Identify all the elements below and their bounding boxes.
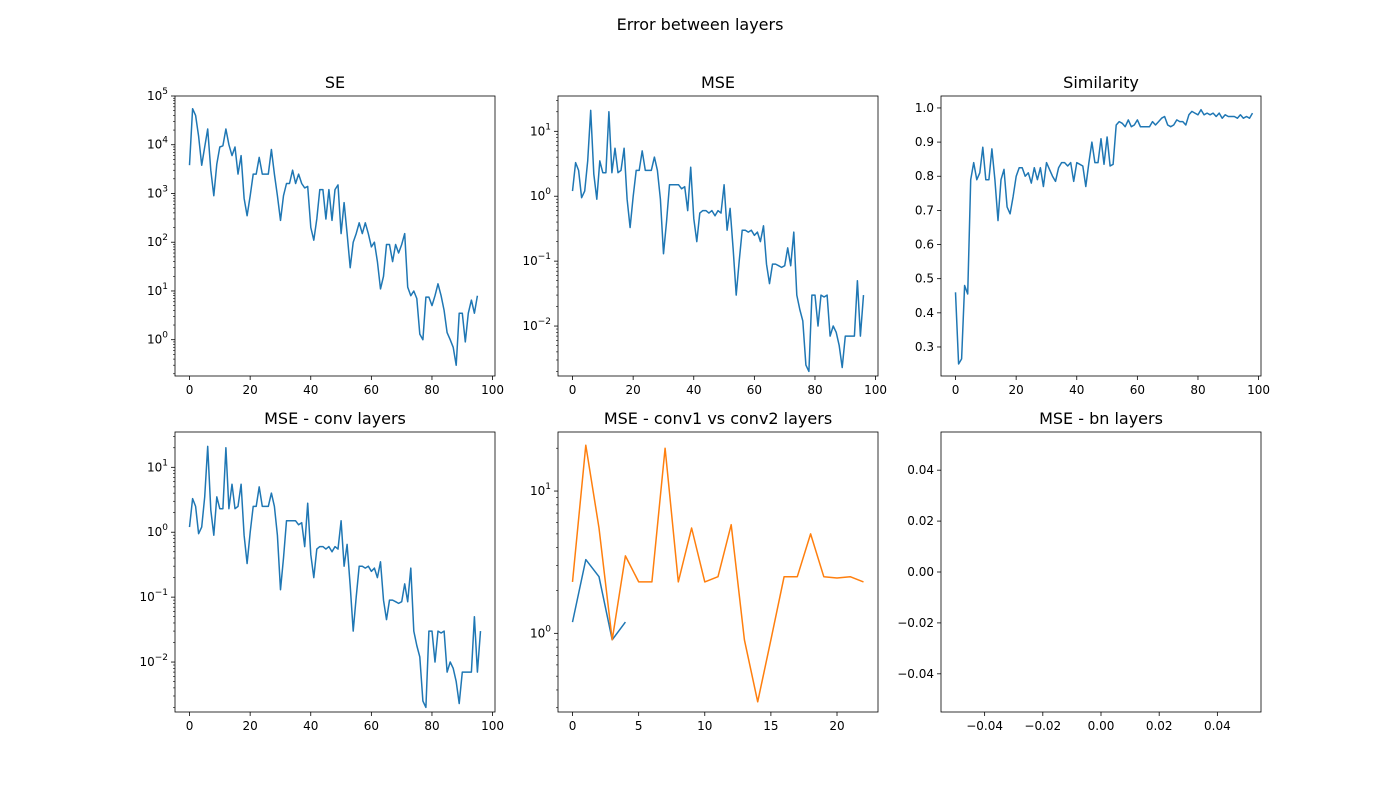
x-tick-label: 20 [829, 719, 844, 733]
y-tick-label: 0.5 [915, 272, 934, 286]
x-tick-label: 0 [186, 383, 194, 397]
axes-frame [174, 95, 496, 377]
subplot-1: SE 0 20 40 60 80 100 100 101 102 103 104 105 [147, 73, 504, 397]
y-tick-label: −0.02 [897, 616, 934, 630]
y-tick-label: 0.8 [915, 169, 934, 183]
y-tick-label: 10−2 [139, 653, 168, 669]
y-tick-label: 0.04 [907, 463, 934, 477]
x-tick-label: 80 [807, 383, 822, 397]
y-tick-label: 104 [147, 136, 168, 152]
series-line-1 [954, 108, 1254, 365]
x-tick-label: 0.04 [1204, 719, 1231, 733]
subplot-4: MSE - conv layers 0 20 40 60 80 100 10−2 10−1 100… [139, 409, 504, 733]
y-tick-label: 1.0 [915, 101, 934, 115]
x-tick-label: 0 [569, 719, 577, 733]
x-tick-label: 100 [481, 719, 504, 733]
y-tick-label: 100 [530, 624, 551, 640]
x-tick-label: 100 [864, 383, 887, 397]
y-tick-label: 0.00 [907, 565, 934, 579]
y-tick-label: 0.6 [915, 238, 934, 252]
y-tick-label: 101 [147, 458, 168, 474]
y-tick-label: 10−1 [522, 252, 551, 268]
x-tick-label: −0.02 [1024, 719, 1061, 733]
x-tick-label: 40 [686, 383, 701, 397]
subplot-title: MSE [701, 73, 735, 92]
x-tick-label: 60 [1130, 383, 1145, 397]
y-tick-label: 105 [147, 87, 168, 103]
y-tick-label: 103 [147, 184, 168, 200]
series-line-1 [571, 558, 627, 641]
x-tick-label: 5 [635, 719, 643, 733]
y-tick-label: 10−2 [522, 317, 551, 333]
x-tick-label: 10 [697, 719, 712, 733]
y-tick-label: 100 [147, 523, 168, 539]
subplot-title: MSE - conv1 vs conv2 layers [604, 409, 832, 428]
x-tick-label: 0.00 [1088, 719, 1115, 733]
subplot-6: MSE - bn layers −0.04 −0.02 0.00 0.02 0.04 −0.… [897, 409, 1262, 733]
x-tick-label: 80 [424, 383, 439, 397]
x-tick-label: 20 [243, 719, 258, 733]
subplot-title: MSE - bn layers [1039, 409, 1163, 428]
y-tick-label: 10−1 [139, 588, 168, 604]
y-tick-label: −0.04 [897, 667, 934, 681]
x-tick-label: 80 [424, 719, 439, 733]
y-tick-label: 100 [147, 331, 168, 347]
x-tick-label: 0 [186, 719, 194, 733]
x-tick-label: 20 [243, 383, 258, 397]
x-tick-label: 40 [1069, 383, 1084, 397]
x-tick-label: 40 [303, 719, 318, 733]
y-tick-label: 101 [147, 282, 168, 298]
x-tick-label: 0 [952, 383, 960, 397]
series-line-1 [571, 109, 865, 373]
series-line-2 [571, 444, 864, 703]
x-tick-label: 80 [1190, 383, 1205, 397]
series-line-1 [188, 107, 479, 366]
y-tick-label: 102 [147, 233, 168, 249]
x-tick-label: 40 [303, 383, 318, 397]
series-line-1 [188, 445, 482, 709]
x-tick-label: 20 [626, 383, 641, 397]
x-tick-label: 0.02 [1146, 719, 1173, 733]
subplot-5: MSE - conv1 vs conv2 layers 0 5 10 15 20 100 10… [530, 409, 879, 733]
y-tick-label: 101 [530, 482, 551, 498]
x-tick-label: 60 [747, 383, 762, 397]
subplot-title: Similarity [1063, 73, 1139, 92]
y-tick-label: 0.02 [907, 514, 934, 528]
x-tick-label: 60 [364, 719, 379, 733]
axes-frame [940, 431, 1262, 713]
y-tick-label: 101 [530, 122, 551, 138]
axes-frame [940, 95, 1262, 377]
subplot-3: Similarity 0 20 40 60 80 100 0.3 0.4 0.5 0.6 0.7 0.8… [915, 73, 1270, 397]
axes-frame [557, 95, 879, 377]
y-tick-label: 0.9 [915, 135, 934, 149]
y-tick-label: 100 [530, 187, 551, 203]
x-tick-label: 100 [481, 383, 504, 397]
y-tick-label: 0.7 [915, 203, 934, 217]
x-tick-label: 20 [1009, 383, 1024, 397]
axes-frame [557, 431, 879, 713]
x-tick-label: 0 [569, 383, 577, 397]
subplot-title: SE [325, 73, 345, 92]
subplot-title: MSE - conv layers [264, 409, 406, 428]
x-tick-label: 60 [364, 383, 379, 397]
x-tick-label: 100 [1247, 383, 1270, 397]
subplot-2: MSE 0 20 40 60 80 100 10−2 10−1 100 101 [522, 73, 887, 397]
y-tick-label: 0.3 [915, 340, 934, 354]
axes-frame [174, 431, 496, 713]
figure-suptitle: Error between layers [617, 15, 784, 34]
y-tick-label: 0.4 [915, 306, 934, 320]
x-tick-label: −0.04 [966, 719, 1003, 733]
x-tick-label: 15 [763, 719, 778, 733]
